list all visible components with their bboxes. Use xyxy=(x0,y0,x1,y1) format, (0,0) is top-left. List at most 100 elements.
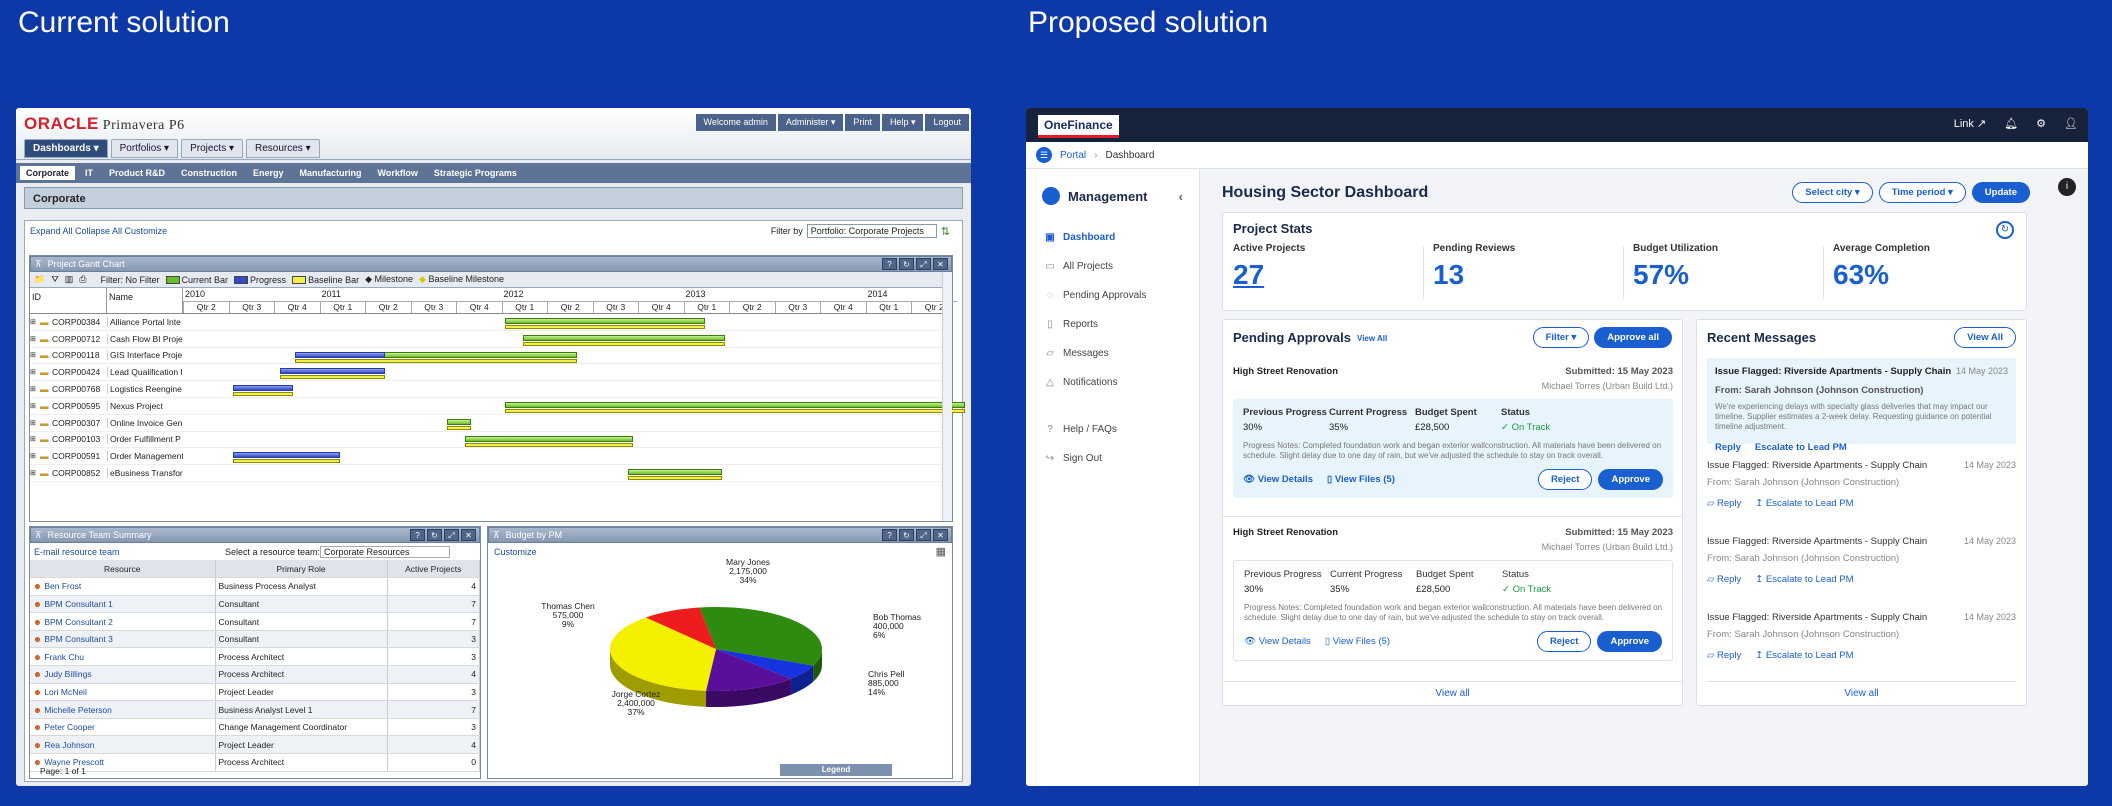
legend-toggle[interactable]: Legend xyxy=(780,764,892,776)
resource-link[interactable]: BPM Consultant 3 xyxy=(44,634,113,645)
reject-button[interactable]: Reject xyxy=(1536,631,1592,652)
gantt-row[interactable]: ⊞ ▬ CORP00424 Lead Qualification I xyxy=(30,364,952,382)
table-row[interactable]: ☻ Rea Johnson Project Leader 4 xyxy=(30,735,480,755)
customize-link[interactable]: Customize xyxy=(494,547,537,557)
onefinance-logo[interactable]: OneFinance xyxy=(1038,115,1119,138)
current-bar[interactable] xyxy=(505,318,705,324)
expand-icon[interactable]: ⊞ xyxy=(30,335,36,343)
tab-workflow[interactable]: Workflow xyxy=(377,168,418,178)
breadcrumb-portal[interactable]: Portal xyxy=(1060,149,1087,161)
gantt-row[interactable]: ⊞ ▬ CORP00384 Alliance Portal Inte xyxy=(30,314,952,331)
refresh-icon[interactable]: ↻ xyxy=(1996,221,2014,239)
progress-bar[interactable] xyxy=(295,351,385,358)
resource-link[interactable]: Peter Cooper xyxy=(44,722,95,733)
filter-apply-icon[interactable]: ⇅ xyxy=(940,225,950,238)
progress-bar[interactable] xyxy=(233,452,340,459)
sidebar-item-notifications[interactable]: △ Notifications xyxy=(1026,368,1199,397)
help-icon[interactable]: ? xyxy=(410,529,425,541)
current-bar[interactable] xyxy=(628,469,722,476)
tab-it[interactable]: IT xyxy=(85,168,94,178)
table-row[interactable]: ☻ BPM Consultant 3 Consultant 3 xyxy=(30,630,480,649)
list-item[interactable]: Issue Flagged: Riverside Apartments - Su… xyxy=(1697,460,2026,536)
filter-button[interactable]: Filter ▾ xyxy=(1532,327,1590,348)
menu-projects[interactable]: Projects ▾ xyxy=(181,139,243,158)
reply-link[interactable]: ▱ Reply xyxy=(1707,574,1742,585)
list-item[interactable]: Issue Flagged: Riverside Apartments - Su… xyxy=(1697,536,2026,612)
filter-icon[interactable]: ⛛ xyxy=(51,274,59,284)
collapse-icon[interactable]: ⊼ xyxy=(35,258,42,269)
gantt-row[interactable]: ⊞ ▬ CORP00118 GIS Interface Proje xyxy=(30,348,952,365)
update-button[interactable]: Update xyxy=(1971,182,2030,203)
approve-button[interactable]: Approve xyxy=(1598,469,1663,490)
messages-view-all-link[interactable]: View all xyxy=(1707,681,2016,705)
gantt-scrollbar[interactable] xyxy=(942,272,952,521)
progress-bar[interactable] xyxy=(280,368,385,375)
name-column-header[interactable]: Name xyxy=(107,288,183,313)
pie-slice[interactable] xyxy=(716,649,814,679)
tab-manufacturing[interactable]: Manufacturing xyxy=(299,168,362,178)
sidebar-item-reports[interactable]: ▯ Reports xyxy=(1026,310,1199,339)
gantt-row[interactable]: ⊞ ▬ CORP00103 Order Fulfillment P xyxy=(30,432,952,449)
filter-select[interactable]: Portfolio: Corporate Projects xyxy=(806,224,937,238)
folder-icon[interactable]: 📁 xyxy=(34,274,46,284)
info-icon[interactable]: i xyxy=(2058,178,2076,196)
escalate-link[interactable]: ↥ Escalate to Lead PM xyxy=(1755,498,1854,509)
resource-col-header[interactable]: Resource xyxy=(30,560,216,579)
resource-link[interactable]: BPM Consultant 2 xyxy=(44,616,113,627)
help-menu[interactable]: Help ▾ xyxy=(881,114,924,131)
print-link[interactable]: Print xyxy=(845,114,880,131)
current-bar[interactable] xyxy=(447,418,471,425)
menu-portfolios[interactable]: Portfolios ▾ xyxy=(110,139,179,158)
reply-link[interactable]: ▱ Reply xyxy=(1707,650,1742,661)
collapse-icon[interactable]: ⊼ xyxy=(493,529,500,540)
resource-link[interactable]: Frank Chu xyxy=(44,651,85,662)
gantt-row[interactable]: ⊞ ▬ CORP00595 Nexus Project xyxy=(30,398,952,415)
approve-button[interactable]: Approve xyxy=(1597,631,1662,652)
messages-view-all-button[interactable]: View All xyxy=(1954,327,2016,348)
list-item[interactable]: Issue Flagged: Riverside Apartments - Su… xyxy=(1697,612,2026,688)
pending-view-all-link[interactable]: View All xyxy=(1357,334,1388,343)
expand-icon[interactable]: ⊞ xyxy=(30,386,36,394)
collapse-icon[interactable]: ⊼ xyxy=(35,529,42,540)
table-row[interactable]: ☻ Judy Billings Process Architect 4 xyxy=(30,665,480,684)
expand-icon[interactable]: ⊞ xyxy=(30,402,36,410)
sidebar-item-pending-approvals[interactable]: ◌ Pending Approvals xyxy=(1026,281,1199,310)
resource-link[interactable]: Wayne Prescott xyxy=(44,757,105,768)
escalate-link[interactable]: Escalate to Lead PM xyxy=(1754,442,1847,453)
escalate-link[interactable]: ↥ Escalate to Lead PM xyxy=(1755,574,1854,585)
refresh-icon[interactable]: ↻ xyxy=(899,529,914,541)
print-icon[interactable]: ⎙ xyxy=(79,274,87,284)
expand-icon[interactable]: ⊞ xyxy=(30,419,36,427)
table-row[interactable]: ☻ Ben Frost Business Process Analyst 4 xyxy=(30,577,480,596)
table-row[interactable]: ☻ BPM Consultant 1 Consultant 7 xyxy=(30,595,480,614)
view-files-link[interactable]: ▯ View Files (5) xyxy=(1324,636,1391,647)
role-col-header[interactable]: Primary Role xyxy=(215,560,388,579)
table-row[interactable]: ☻ BPM Consultant 2 Consultant 7 xyxy=(30,612,480,631)
expand-icon[interactable]: ⊞ xyxy=(30,453,36,461)
current-bar[interactable] xyxy=(523,334,725,341)
pie-slice[interactable] xyxy=(699,607,822,666)
tab-construction[interactable]: Construction xyxy=(181,168,238,178)
sidebar-item-dashboard[interactable]: ▣ Dashboard xyxy=(1045,232,1116,243)
view-details-link[interactable]: 👁︎ View Details xyxy=(1244,636,1311,647)
expand-icon[interactable]: ⊞ xyxy=(30,470,36,478)
pie-slice[interactable] xyxy=(610,617,716,691)
table-row[interactable]: ☻ Frank Chu Process Architect 3 xyxy=(30,647,480,667)
expand-icon[interactable]: ⊞ xyxy=(30,318,36,326)
expand-icon[interactable]: ⊞ xyxy=(30,369,36,377)
collapse-sidebar-icon[interactable]: ‹ xyxy=(1178,188,1183,204)
sidebar-item-sign-out[interactable]: ↪ Sign Out xyxy=(1045,453,1102,464)
resource-link[interactable]: Rea Johnson xyxy=(44,739,95,750)
menu-dashboards[interactable]: Dashboards ▾ xyxy=(24,139,108,158)
reply-link[interactable]: Reply xyxy=(1715,442,1741,453)
progress-bar[interactable] xyxy=(233,385,293,392)
help-icon[interactable]: ? xyxy=(882,529,897,541)
tab-corporate[interactable]: Corporate xyxy=(20,166,76,180)
gantt-row[interactable]: ⊞ ▬ CORP00591 Order Management xyxy=(30,448,952,466)
resource-link[interactable]: Ben Frost xyxy=(44,581,82,592)
view-files-link[interactable]: ▯ View Files (5) xyxy=(1326,474,1395,485)
expand-icon[interactable]: ⊞ xyxy=(30,436,36,444)
sidebar-item-messages[interactable]: ▱ Messages xyxy=(1026,339,1199,368)
chart-options-icon[interactable]: ▦ xyxy=(935,546,946,558)
approve-all-button[interactable]: Approve all xyxy=(1594,327,1672,348)
